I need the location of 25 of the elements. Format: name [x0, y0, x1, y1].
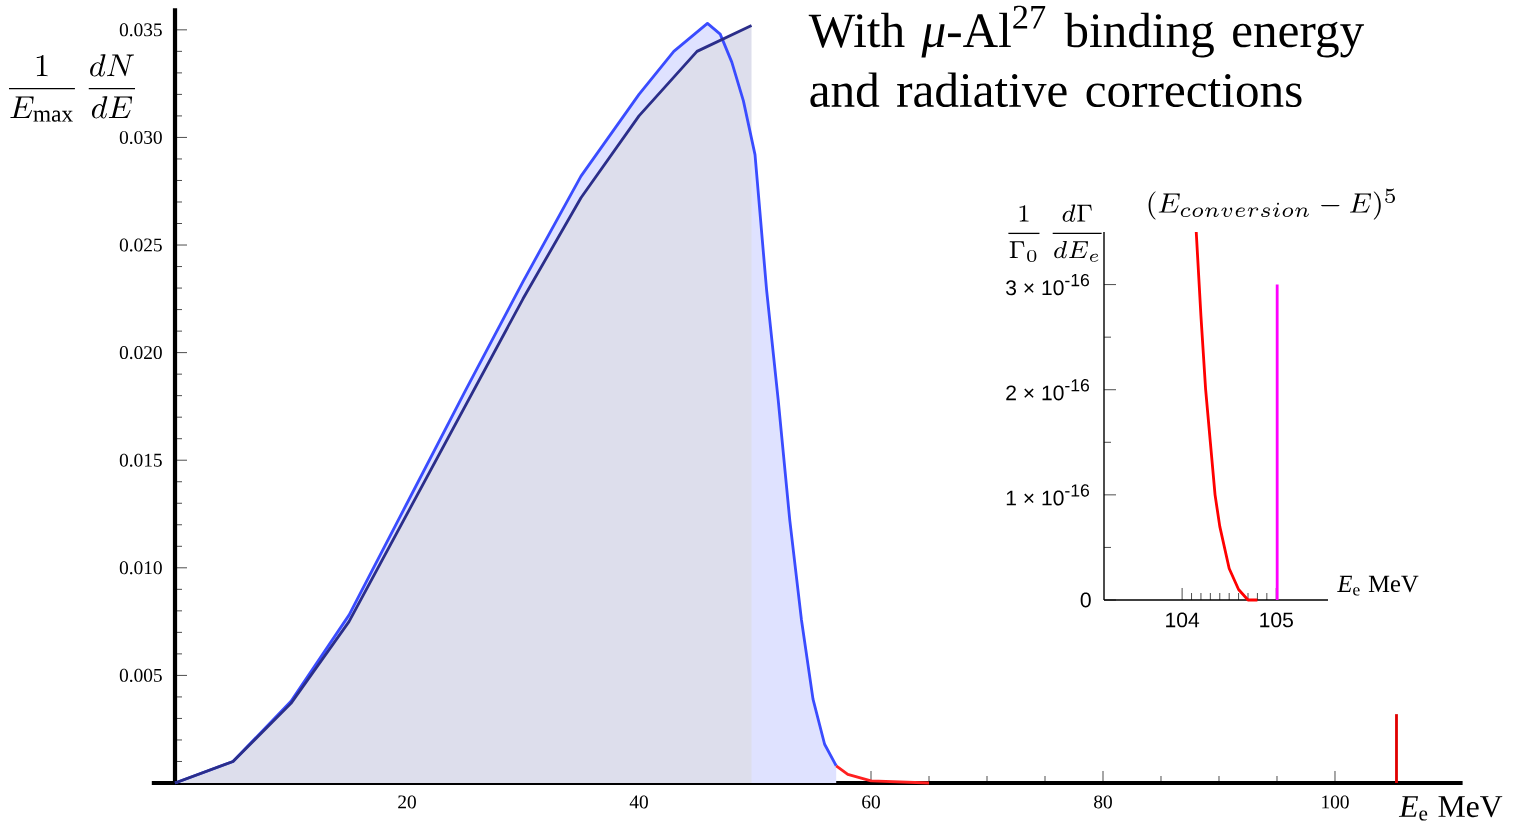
y-tick-label: 0.025: [119, 238, 162, 252]
y-axis-title: $\frac{1}{\Gamma_0}\,\frac{d\Gamma}{dE_e}$: [1008, 204, 1102, 262]
x-tick-label: 105: [1260, 612, 1293, 628]
y-axis-title: $\frac{1}{E_{\mathrm{max}}}\,\frac{dN}{dE}$: [8, 54, 136, 122]
y-tick-label: 0.015: [119, 453, 162, 467]
y-tick-label: 0: [1080, 592, 1091, 608]
line-series: [834, 764, 931, 785]
x-tick-label: 20: [398, 795, 416, 809]
y-tick-label: 0.020: [119, 346, 162, 360]
y-tick-label: 0.005: [119, 668, 162, 682]
x-tick-label: 104: [1166, 612, 1200, 628]
y-tick-label: 0.030: [119, 130, 162, 144]
annotation: $(E_{conversion}-E)^5$: [1148, 188, 1395, 220]
y-tick-label: 2 × 10$^{-16}$: [1006, 379, 1090, 401]
x-tick-label: 40: [629, 795, 648, 809]
y-tick-label: 0.035: [119, 23, 162, 37]
chart-title: With μ-Al$^{27}$ binding energy and radiative corrections: [808, 5, 1365, 108]
x-axis-title: E$_{e}$ MeV: [1337, 575, 1419, 596]
y-tick-label: 3 × 10$^{-16}$: [1006, 273, 1090, 296]
y-tick-label: 1 × 10$^{-16}$: [1006, 484, 1090, 506]
x-axis-title: E$_{e}$ MeV: [1398, 796, 1503, 821]
x-tick-label: 80: [1094, 795, 1112, 809]
y-tick-label: 0.010: [119, 561, 162, 575]
x-tick-label: 100: [1322, 795, 1349, 809]
x-tick-label: 60: [862, 795, 880, 809]
